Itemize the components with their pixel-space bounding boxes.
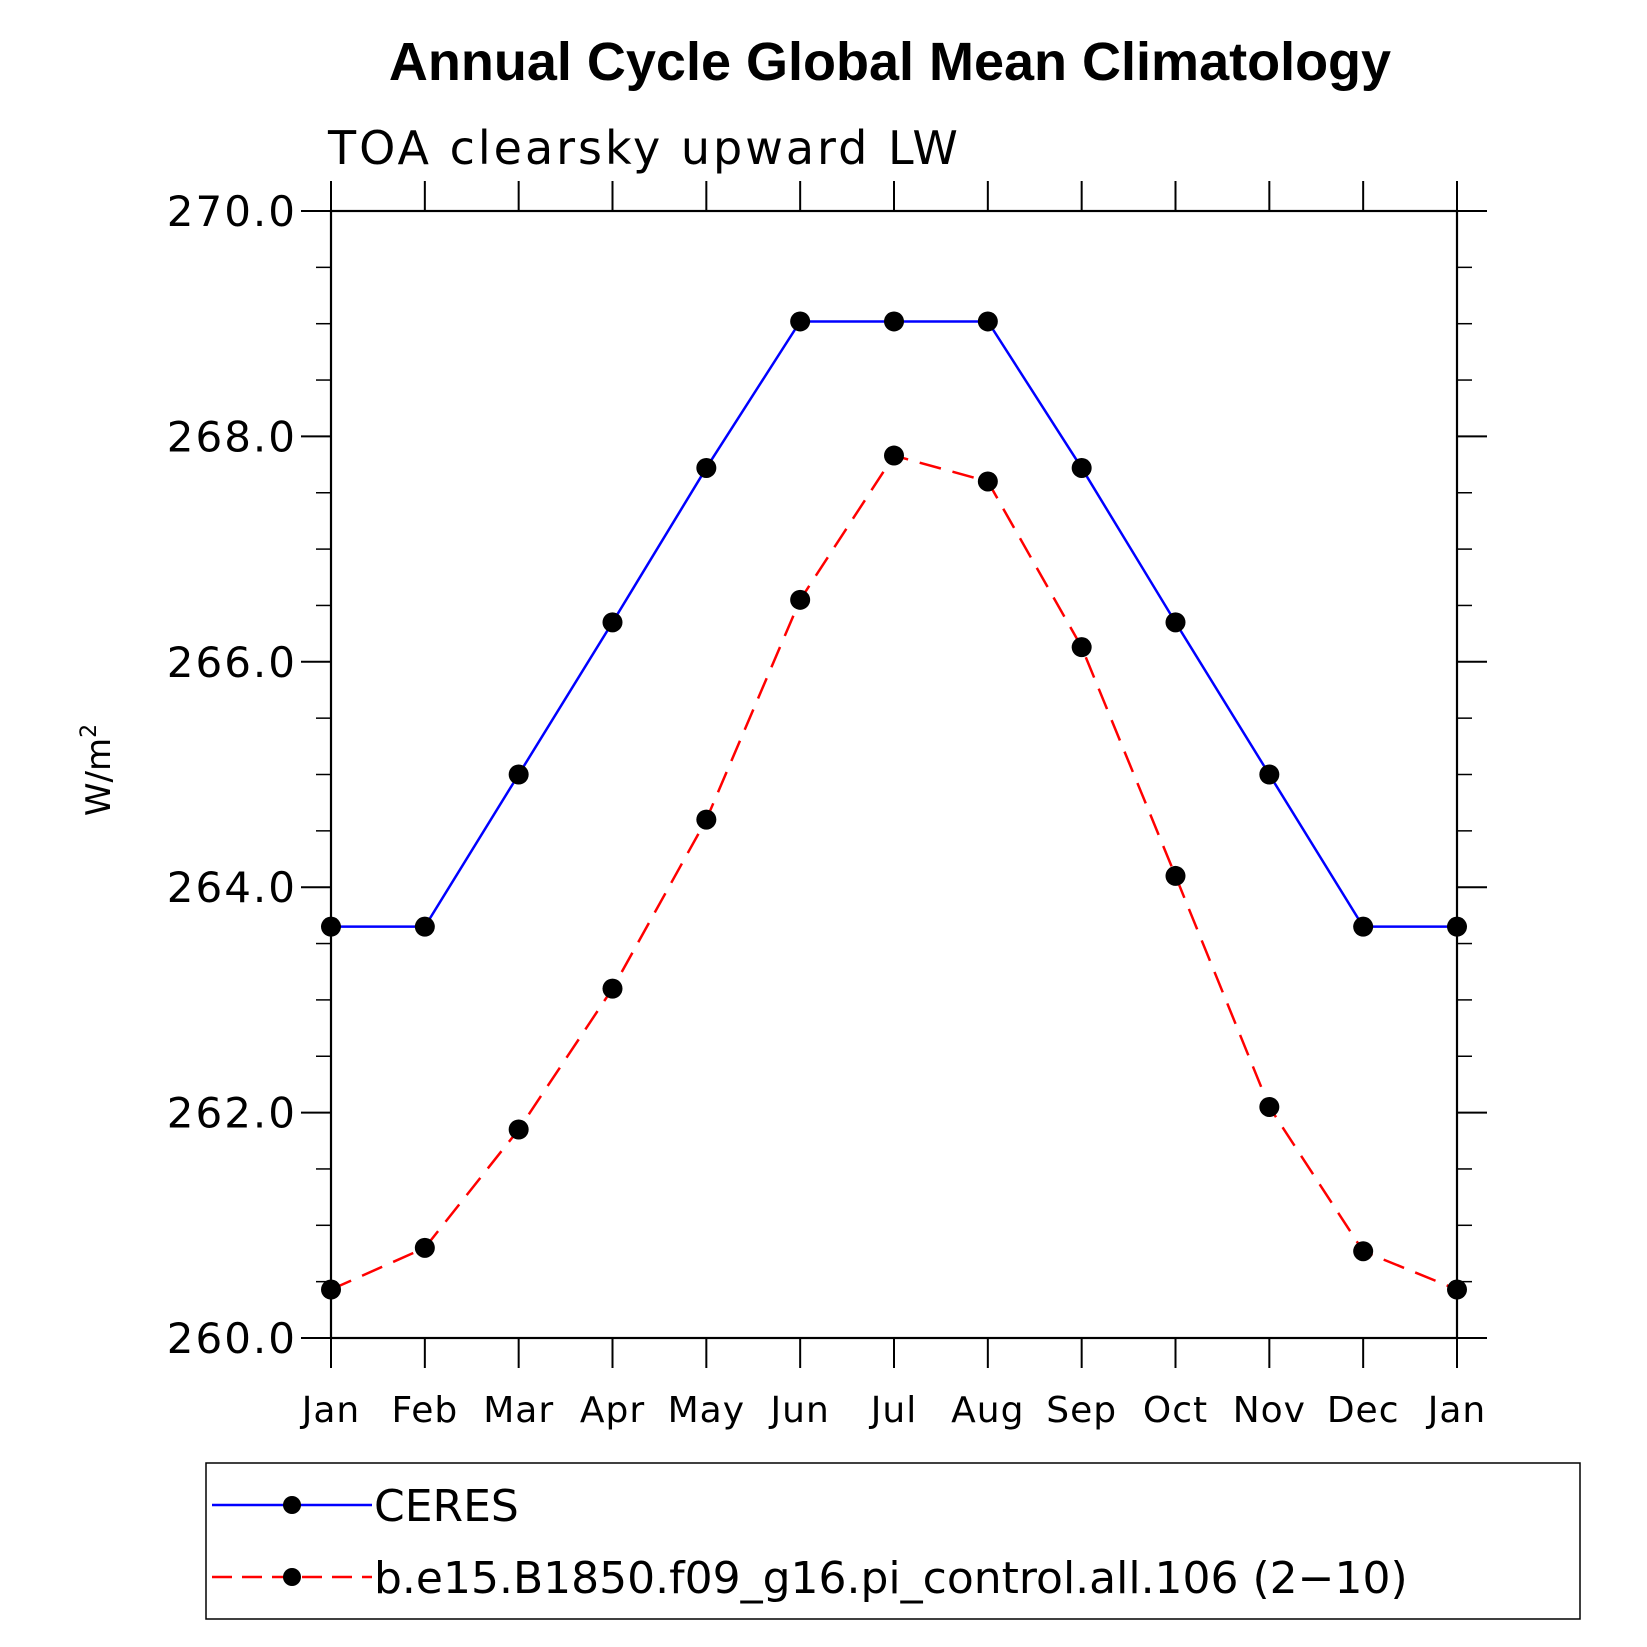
- data-point-series-0: [508, 764, 529, 785]
- legend: CERES b.e15.B1850.f09_g16.pi_control.all…: [205, 1462, 1581, 1620]
- data-point-series-0: [790, 311, 811, 332]
- data-point-series-0: [1165, 612, 1186, 633]
- y-tick-label: 266.0: [167, 638, 297, 687]
- x-tick-label: Jun: [769, 1390, 830, 1431]
- plot-frame: [329, 209, 1459, 1340]
- data-point-series-0: [884, 311, 904, 332]
- chart-subtitle: TOA clearsky upward LW: [327, 121, 961, 175]
- data-point-series-0: [602, 612, 623, 633]
- data-point-series-0: [977, 311, 998, 332]
- data-point-series-1: [508, 1119, 529, 1140]
- y-axis-label-base: W/m: [79, 738, 119, 816]
- legend-marker-model: [283, 1568, 301, 1586]
- data-point-series-1: [414, 1237, 435, 1258]
- legend-box: [205, 1462, 1581, 1620]
- data-point-series-1: [1447, 1279, 1467, 1300]
- x-tick-label: Aug: [951, 1390, 1024, 1431]
- legend-label-model: b.e15.B1850.f09_g16.pi_control.all.106 (…: [374, 1553, 1408, 1604]
- y-tick-label: 270.0: [167, 187, 297, 236]
- x-tick-label: Mar: [483, 1390, 554, 1431]
- x-tick-label: Jul: [869, 1390, 917, 1431]
- chart-title: Annual Cycle Global Mean Climatology: [389, 32, 1391, 92]
- series-layer: [321, 311, 1467, 1300]
- x-tick-label: Jan: [300, 1390, 361, 1431]
- data-point-series-1: [1259, 1096, 1280, 1117]
- data-point-series-1: [321, 1279, 341, 1300]
- data-point-series-0: [414, 916, 435, 937]
- data-point-series-0: [696, 457, 717, 478]
- data-point-series-0: [1071, 457, 1092, 478]
- x-tick-label: Nov: [1233, 1390, 1306, 1431]
- series-line-0: [331, 320, 1457, 928]
- y-tick-label: 262.0: [167, 1089, 297, 1138]
- y-axis-label-superscript: 2: [77, 724, 102, 738]
- data-point-series-0: [1259, 764, 1280, 785]
- x-tick-label: Dec: [1327, 1390, 1400, 1431]
- x-tick-label: Jan: [1426, 1390, 1487, 1431]
- x-tick-label: Sep: [1046, 1390, 1117, 1431]
- data-point-series-1: [1071, 637, 1092, 658]
- data-point-series-0: [1353, 916, 1374, 937]
- data-point-series-1: [977, 471, 998, 492]
- x-tick-label: Feb: [391, 1390, 458, 1431]
- series-line-1: [330, 454, 1458, 1291]
- y-axis-label: W/m2: [77, 724, 119, 816]
- x-tick-label: Oct: [1143, 1390, 1208, 1431]
- data-point-series-0: [1447, 916, 1467, 937]
- data-point-series-1: [790, 589, 811, 610]
- legend-marker-ceres: [283, 1496, 301, 1514]
- y-tick-label: 264.0: [167, 863, 297, 912]
- y-tick-label: 260.0: [167, 1314, 297, 1363]
- axes: 260.0 262.0 264.0 266.0 268.0 270.0 Jan Feb Mar A…: [167, 181, 1487, 1431]
- data-point-series-1: [884, 445, 904, 466]
- y-tick-label: 268.0: [167, 412, 297, 461]
- x-tick-label: May: [668, 1390, 745, 1431]
- data-point-series-1: [1353, 1241, 1374, 1262]
- data-point-series-1: [602, 978, 623, 999]
- data-point-series-0: [321, 916, 341, 937]
- x-tick-label: Apr: [580, 1390, 645, 1431]
- data-point-series-1: [696, 809, 717, 830]
- legend-label-ceres: CERES: [374, 1481, 519, 1532]
- data-point-series-1: [1165, 865, 1186, 886]
